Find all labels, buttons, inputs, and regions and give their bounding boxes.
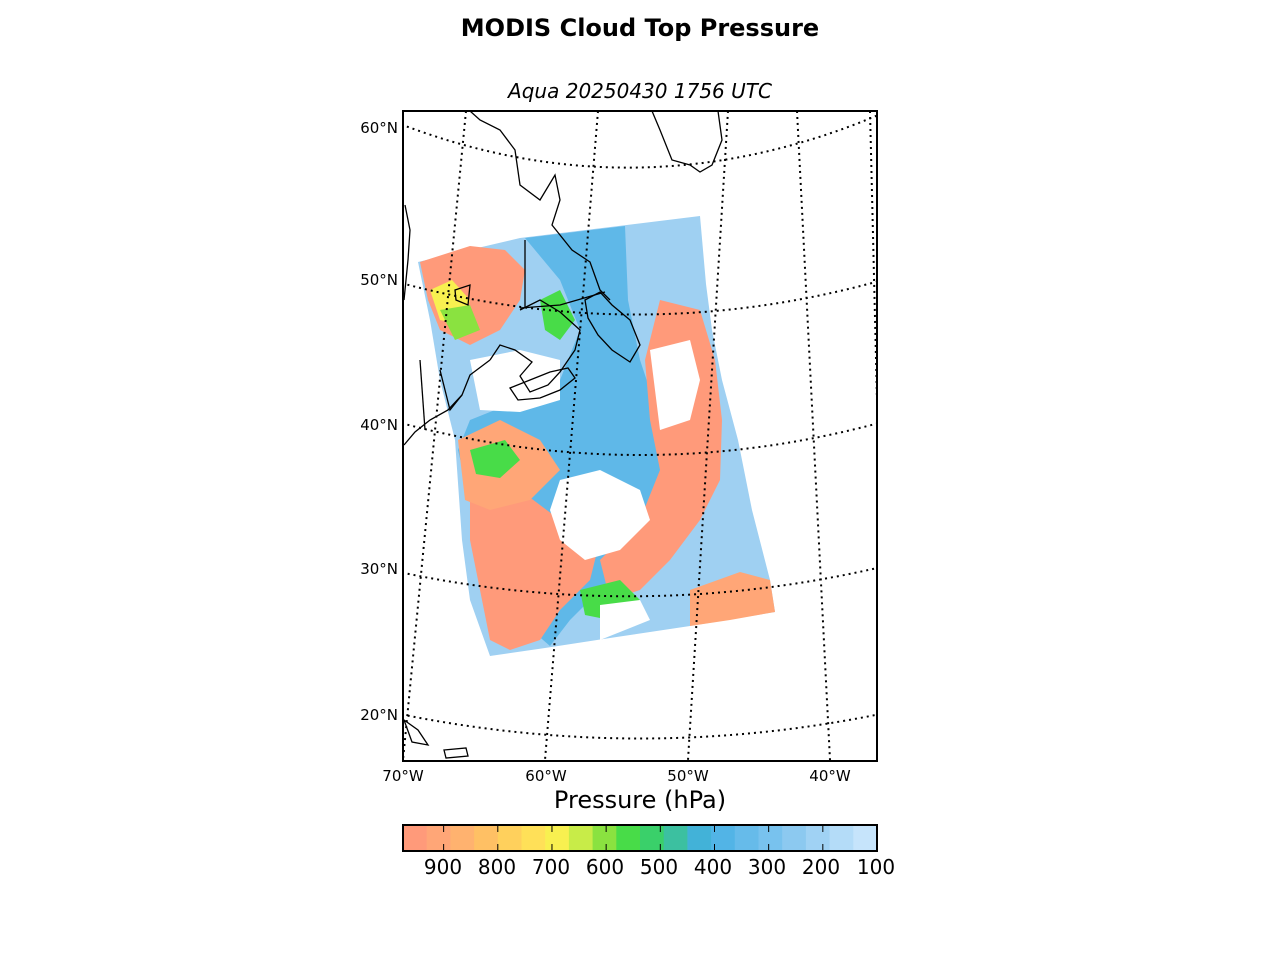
lon-label-40w: 40°W: [809, 767, 851, 785]
colorbar-swatch: [521, 825, 546, 851]
latitude-lines: [403, 114, 877, 740]
colorbar-tick-100: 100: [856, 855, 896, 879]
colorbar-frame: [402, 824, 878, 852]
lon-label-70w: 70°W: [382, 767, 424, 785]
newfoundland: [584, 291, 641, 363]
nova-scotia: [509, 367, 576, 401]
lat-label-40n: 40°N: [360, 416, 398, 434]
colorbar-swatch: [474, 825, 499, 851]
colorbar-swatch: [758, 825, 783, 851]
map-subtitle: Aqua 20250430 1756 UTC: [508, 79, 772, 103]
map-title: MODIS Cloud Top Pressure: [460, 14, 820, 42]
cloud-mid-green-1: [470, 440, 520, 478]
colorbar-swatch: [711, 825, 736, 851]
colorbar-tick-800: 800: [477, 855, 517, 879]
state-border-1: [439, 369, 463, 412]
colorbar-tick-200: 200: [801, 855, 841, 879]
lon-label-60w: 60°W: [525, 767, 567, 785]
cloud-low-southeast: [690, 572, 775, 626]
colorbar-tick-400: 400: [693, 855, 733, 879]
lat-label-60n: 60°N: [360, 119, 398, 137]
lon-label-50w: 50°W: [667, 767, 709, 785]
colorbar-tick-700: 700: [531, 855, 571, 879]
colorbar-swatch: [687, 825, 712, 851]
colorbar: [403, 825, 878, 851]
colorbar-swatch: [497, 825, 523, 851]
colorbar-swatch: [782, 825, 807, 851]
colorbar-swatch: [829, 825, 854, 851]
clear-sky-4: [600, 600, 650, 640]
colorbar-swatch: [853, 825, 878, 851]
lat-label-50n: 50°N: [360, 271, 398, 289]
clear-sky-2: [650, 340, 700, 430]
lat-label-30n: 30°N: [360, 560, 398, 578]
colorbar-swatch: [568, 825, 594, 851]
colorbar-swatch: [663, 825, 688, 851]
colorbar-swatch: [450, 825, 475, 851]
colorbar-swatch: [403, 825, 428, 851]
colorbar-swatch: [734, 825, 760, 851]
map-frame: [402, 110, 878, 762]
state-border-2: [419, 359, 426, 431]
quebec-lakes: [454, 284, 471, 306]
colorbar-swatch: [592, 825, 617, 851]
cloud-mid-green-2: [540, 290, 575, 340]
greenland-coast: [651, 111, 723, 173]
colorbar-tick-900: 900: [423, 855, 463, 879]
colorbar-tick-500: 500: [639, 855, 679, 879]
longitude-lines: [403, 111, 877, 761]
colorbar-swatch: [426, 825, 451, 851]
lat-label-20n: 20°N: [360, 706, 398, 724]
cloud-mid-green-3: [440, 305, 480, 340]
hudson-bay-coast: [403, 204, 411, 301]
province-border-1: [519, 291, 606, 309]
cuba-hispaniola: [443, 747, 469, 759]
coastlines: [403, 111, 723, 759]
labrador-coast: [469, 111, 611, 301]
gulf-st-lawrence: [489, 299, 581, 393]
colorbar-tick-600: 600: [585, 855, 625, 879]
colorbar-swatch: [616, 825, 641, 851]
colorbar-swatch: [545, 825, 570, 851]
clear-sky-1: [550, 470, 650, 560]
us-east-coast: [403, 359, 491, 446]
colorbar-title: Pressure (hPa): [553, 786, 727, 814]
bahamas: [403, 718, 430, 746]
colorbar-tick-300: 300: [747, 855, 787, 879]
clear-sky-3: [470, 350, 560, 412]
colorbar-swatch: [805, 825, 831, 851]
